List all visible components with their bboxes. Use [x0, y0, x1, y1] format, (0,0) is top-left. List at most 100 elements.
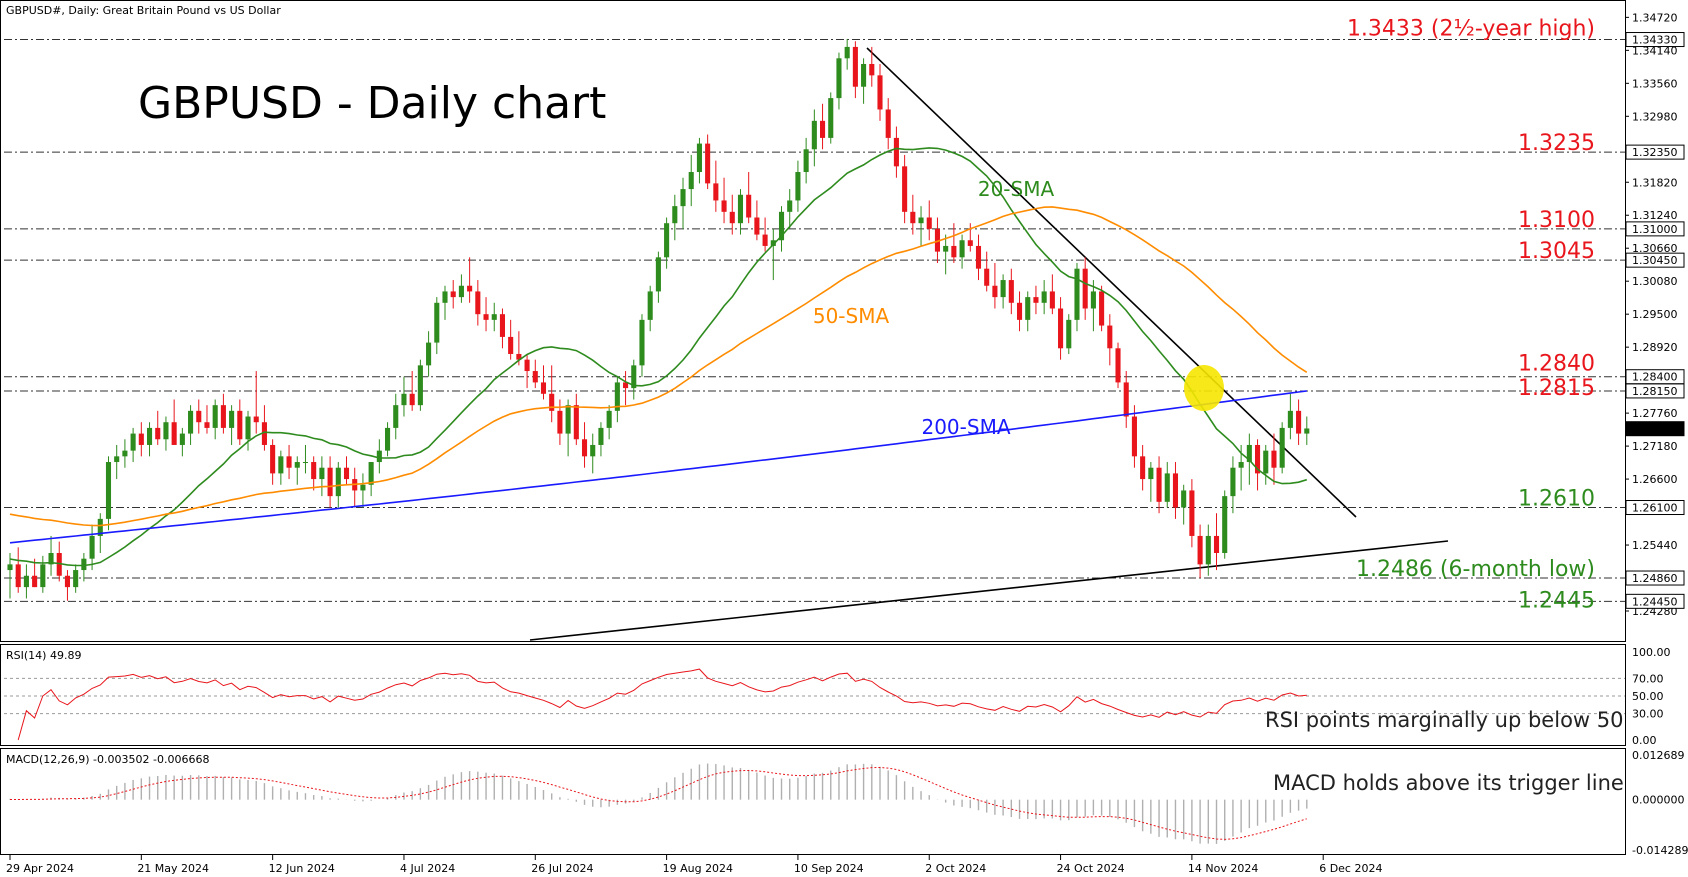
candle: [1016, 291, 1023, 332]
candle-body: [245, 416, 251, 440]
time-tick-label: 12 Jun 2024: [269, 862, 335, 875]
candle-body: [48, 553, 54, 565]
candle: [171, 399, 177, 445]
candle-body: [491, 314, 497, 320]
price-tag-box: [1625, 144, 1685, 160]
price-tag-box: [1625, 221, 1685, 237]
candle-body: [836, 58, 842, 99]
candle-body: [877, 75, 883, 110]
level-label: 1.2445: [1518, 588, 1595, 613]
candle: [105, 456, 112, 531]
candle-body: [803, 149, 809, 173]
candle-body: [828, 98, 834, 138]
price-tag-label: 1.26100: [1632, 502, 1678, 515]
candle: [721, 177, 727, 224]
candle: [910, 194, 916, 235]
candle: [89, 524, 95, 571]
price-tick-label: 1.34140: [1632, 44, 1678, 57]
candle: [450, 280, 456, 309]
candle: [319, 456, 325, 497]
candle-body: [335, 467, 341, 497]
candle-body: [1296, 410, 1302, 434]
candle: [434, 297, 440, 354]
price-tag-box: [1625, 252, 1685, 268]
candle-body: [1090, 291, 1096, 309]
candle-body: [532, 371, 538, 383]
candle-body: [1008, 280, 1014, 303]
candle-body: [959, 240, 965, 258]
candle: [713, 160, 719, 212]
candle-body: [508, 336, 514, 354]
candle-body: [573, 405, 579, 440]
candle: [1181, 484, 1187, 525]
candle-body: [614, 382, 620, 411]
candle: [1090, 280, 1096, 332]
candle: [1131, 405, 1137, 468]
sma-label: 200-SMA: [921, 415, 1010, 439]
levels-layer: [4, 39, 1625, 602]
time-tick-label: 19 Aug 2024: [663, 862, 733, 875]
candle: [1082, 257, 1088, 320]
candle: [869, 46, 875, 87]
sma-line: [9, 147, 1308, 567]
candle: [73, 564, 79, 593]
candle: [598, 422, 604, 457]
candle: [376, 439, 382, 474]
candle: [902, 154, 908, 224]
candle: [294, 456, 300, 485]
candle-body: [680, 189, 686, 207]
macd-note: MACD holds above its trigger line: [1273, 771, 1624, 795]
candle-body: [1066, 319, 1072, 349]
level-label: 1.3433 (2½-year high): [1347, 17, 1595, 42]
candle: [639, 314, 645, 377]
price-tag-box: [1625, 32, 1685, 48]
candle-body: [844, 46, 850, 59]
macd-panel: [0, 748, 1626, 855]
candle-body: [409, 393, 415, 406]
candle: [179, 427, 185, 457]
level-price-tag: 1.31000: [1625, 221, 1685, 237]
candle: [1066, 314, 1072, 354]
candle-body: [1041, 291, 1047, 303]
candle-body: [179, 433, 185, 445]
candle-body: [598, 427, 604, 445]
candle-body: [294, 462, 300, 468]
price-tag-label: 1.31000: [1632, 223, 1678, 236]
candle: [467, 257, 473, 303]
level-price-tag: 1.34330: [1625, 32, 1685, 48]
candle: [664, 217, 670, 269]
candle: [959, 234, 965, 269]
candle-body: [467, 285, 473, 292]
candle-body: [1025, 297, 1031, 320]
candle-body: [688, 172, 694, 190]
candle: [1304, 416, 1310, 445]
price-tag-label: 1.28150: [1632, 385, 1678, 398]
candle: [926, 200, 932, 241]
price-tag-label: 1.27486: [1632, 423, 1678, 436]
candle-body: [434, 302, 440, 343]
candle: [212, 399, 218, 440]
candle-body: [81, 558, 87, 571]
candle-body: [278, 456, 284, 474]
candle: [483, 297, 489, 332]
candle: [499, 308, 505, 349]
candle: [992, 263, 998, 309]
candle: [581, 422, 588, 468]
macd-layer: 0.012689 0.000000 -0.014289: [9, 749, 1688, 857]
candle-body: [89, 535, 95, 559]
candle: [409, 371, 415, 411]
candle: [220, 393, 226, 434]
candle: [803, 137, 809, 184]
candle-body: [696, 143, 702, 173]
candle-body: [393, 405, 399, 428]
price-tick-label: 1.30080: [1632, 275, 1678, 288]
candle: [623, 371, 629, 406]
sma-label: 20-SMA: [978, 177, 1055, 201]
candle: [1008, 268, 1014, 315]
candle-body: [32, 575, 38, 588]
candle: [885, 98, 891, 150]
support-trendline: [529, 540, 1449, 641]
candle-body: [549, 393, 555, 411]
candle: [196, 399, 202, 434]
chart-header: GBPUSD#, Daily: Great Britain Pound vs U…: [6, 4, 281, 17]
